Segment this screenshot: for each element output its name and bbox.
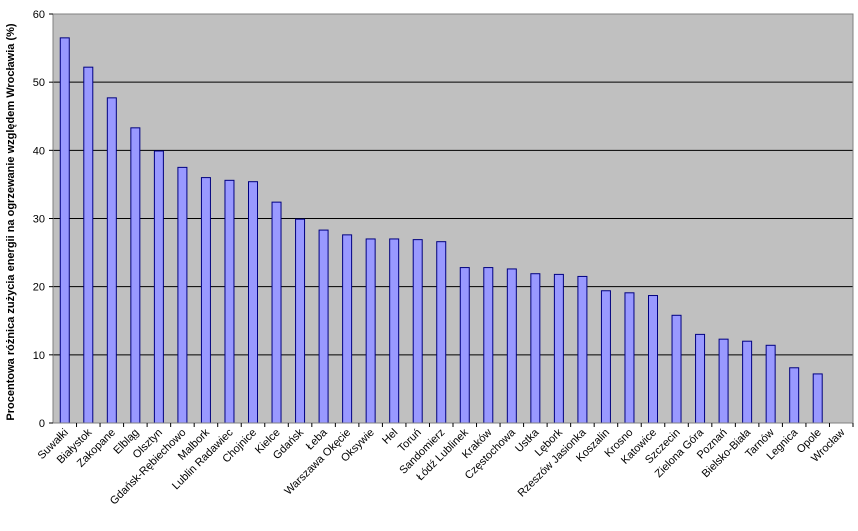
bar bbox=[789, 367, 800, 424]
bar bbox=[624, 292, 635, 424]
bar bbox=[553, 273, 564, 424]
bar bbox=[506, 268, 517, 424]
bar bbox=[530, 273, 541, 424]
bar bbox=[365, 238, 376, 424]
bar bbox=[389, 238, 400, 424]
bar bbox=[765, 344, 776, 424]
bar bbox=[412, 239, 423, 424]
bar bbox=[130, 127, 141, 424]
x-tick-labels: SuwałkiBiałystokZakopaneElblągOlsztynGda… bbox=[36, 423, 854, 507]
bar bbox=[671, 314, 682, 424]
y-tick-label: 40 bbox=[33, 145, 45, 157]
bar bbox=[436, 241, 447, 424]
bar bbox=[577, 275, 588, 424]
bar bbox=[695, 333, 706, 424]
bar bbox=[200, 177, 211, 424]
y-tick-label: 60 bbox=[33, 9, 45, 21]
bar bbox=[106, 97, 117, 424]
bar bbox=[271, 201, 282, 424]
bar bbox=[483, 267, 494, 424]
bar bbox=[718, 338, 729, 424]
bar bbox=[648, 295, 658, 424]
bar bbox=[459, 267, 470, 424]
bar bbox=[153, 150, 164, 424]
bar bbox=[59, 37, 70, 424]
bar bbox=[224, 179, 235, 424]
y-tick-label: 50 bbox=[33, 77, 45, 89]
bar bbox=[600, 290, 611, 424]
bar bbox=[342, 234, 353, 424]
bar bbox=[318, 229, 329, 424]
y-tick-label: 30 bbox=[33, 214, 45, 226]
y-tick-label: 10 bbox=[33, 350, 45, 362]
y-tick-label: 0 bbox=[39, 418, 45, 430]
bar bbox=[742, 340, 753, 424]
y-tick-label: 20 bbox=[33, 282, 45, 294]
bar bbox=[248, 181, 258, 424]
bar bbox=[177, 166, 188, 424]
bar bbox=[812, 373, 823, 424]
y-tick-labels: 0 10 20 30 40 50 60 bbox=[33, 9, 53, 430]
y-axis-label: Procentowa różnica zużycia energii na og… bbox=[5, 23, 17, 420]
bar bbox=[83, 66, 94, 424]
bar bbox=[295, 218, 306, 424]
